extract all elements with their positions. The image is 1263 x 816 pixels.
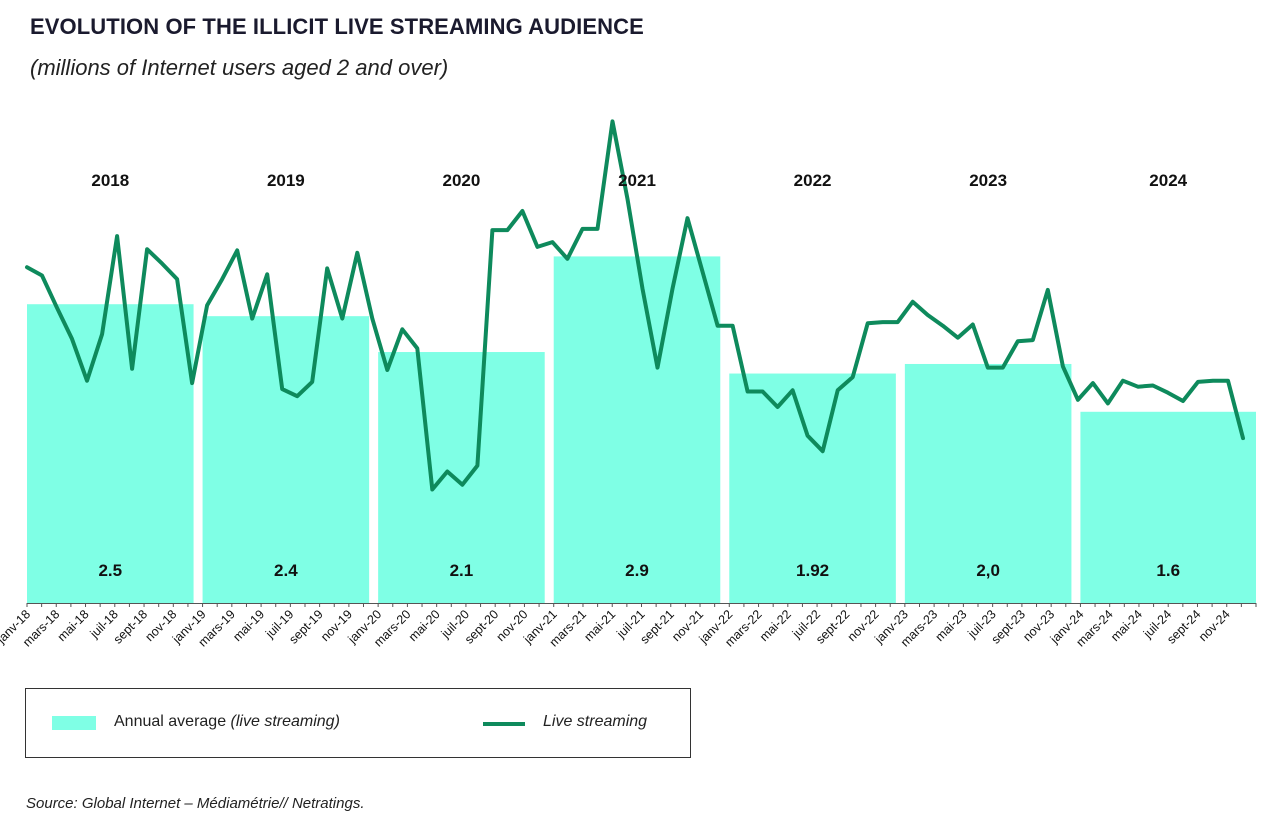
source-note: Source: Global Internet – Médiamétrie// … [26, 795, 365, 812]
annual-average-label-2024: 1.6 [1156, 561, 1180, 580]
year-labels: 2018 2.5 2019 2.4 2020 2.1 2021 2.9 2022 1.92 2023… [91, 171, 1187, 580]
annual-average-bar-2023 [904, 363, 1072, 603]
legend-label-live-streaming: Live streaming [543, 713, 648, 730]
live-streaming-line [25, 119, 1245, 492]
annual-average-label-2021: 2.9 [625, 561, 649, 580]
live-streaming-series [25, 119, 1245, 492]
year-label-2022: 2022 [794, 171, 832, 190]
year-label-2023: 2023 [969, 171, 1007, 190]
annual-average-label-2018: 2.5 [98, 561, 122, 580]
x-tick-label: mai-20 [406, 607, 443, 644]
year-label-2018: 2018 [91, 171, 129, 190]
year-label-2020: 2020 [443, 171, 481, 190]
annual-average-label-2019: 2.4 [274, 561, 298, 580]
chart-canvas: janv-18mars-18mai-18juil-18sept-18nov-18… [0, 119, 1257, 650]
x-axis: janv-18mars-18mai-18juil-18sept-18nov-18… [0, 603, 1257, 650]
x-tick-label: mai-21 [581, 607, 618, 644]
chart-subtitle: (millions of Internet users aged 2 and o… [30, 55, 449, 80]
annual-average-label-2022: 1.92 [796, 561, 829, 580]
annual-average-bar-2019 [202, 316, 370, 603]
annual-average-bar-2020 [378, 352, 545, 603]
x-tick-label: mai-19 [230, 607, 267, 644]
annual-average-bar-2022 [729, 373, 896, 603]
annual-average-label-2020: 2.1 [450, 561, 474, 580]
legend-swatch-live-streaming [483, 722, 525, 726]
annual-average-bar-2021 [553, 256, 721, 603]
year-label-2021: 2021 [618, 171, 656, 190]
x-tick-label: mai-23 [933, 607, 970, 644]
annual-average-label-2023: 2,0 [976, 561, 1000, 580]
x-tick-label: mai-22 [757, 607, 794, 644]
annual-average-bar-2018 [27, 304, 194, 603]
annual-average-bars [27, 256, 1256, 603]
year-label-2024: 2024 [1149, 171, 1187, 190]
x-tick-label: nov-24 [1196, 607, 1233, 644]
x-tick-label: mai-24 [1108, 607, 1145, 644]
year-label-2019: 2019 [267, 171, 305, 190]
x-tick-label: mai-18 [55, 607, 92, 644]
legend-label-annual-average: Annual average (live streaming) [114, 713, 340, 730]
legend: Annual average (live streaming) Live str… [25, 688, 691, 758]
legend-swatch-annual-average [52, 716, 96, 730]
chart-title: EVOLUTION OF THE ILLICIT LIVE STREAMING … [30, 14, 644, 39]
annual-average-bar-2024 [1080, 411, 1256, 603]
